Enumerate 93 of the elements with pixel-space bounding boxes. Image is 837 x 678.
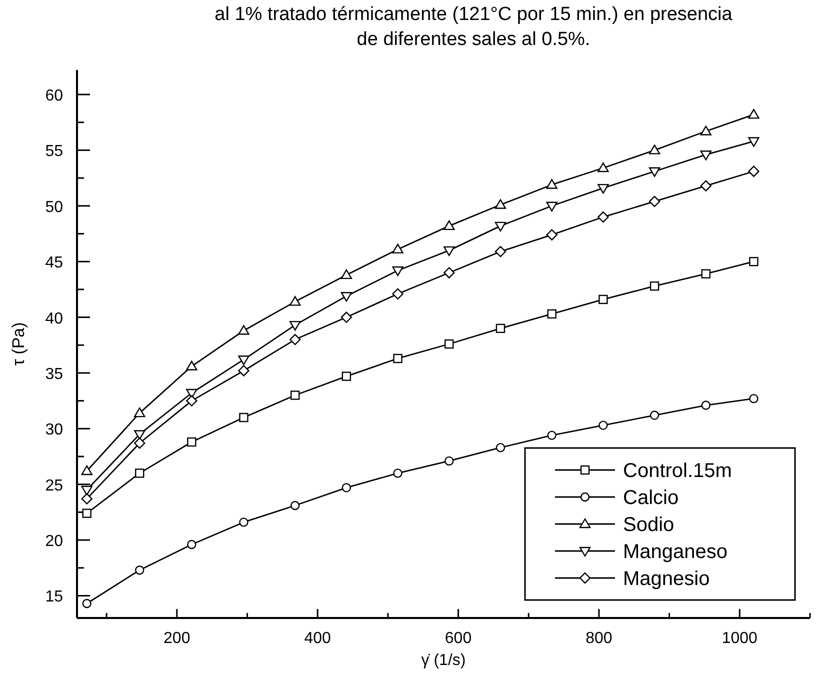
point <box>289 320 301 331</box>
point <box>135 468 144 478</box>
y-tick-label: 50 <box>45 198 64 216</box>
point <box>392 244 404 254</box>
point <box>494 222 506 232</box>
point <box>444 339 454 349</box>
point <box>289 334 301 346</box>
y-tick-label: 30 <box>45 422 64 439</box>
point <box>392 288 404 300</box>
point <box>444 220 455 230</box>
point <box>546 229 558 240</box>
point <box>186 395 198 406</box>
point <box>700 180 712 192</box>
point <box>648 167 660 177</box>
legend-label: Control.15m <box>623 460 732 482</box>
y-tick-label: 20 <box>45 533 64 550</box>
point <box>444 456 454 466</box>
y-tick-label: 40 <box>45 310 64 328</box>
point <box>289 296 301 306</box>
point <box>134 438 146 449</box>
point <box>650 410 660 420</box>
point <box>700 126 712 136</box>
point <box>238 355 250 366</box>
y-tick-label: 45 <box>45 254 64 272</box>
point <box>81 486 92 496</box>
point <box>748 108 760 119</box>
text: de diferentes sales al 0.5%. <box>356 29 590 50</box>
point <box>494 199 506 209</box>
point <box>340 312 352 323</box>
point <box>392 266 404 276</box>
point <box>748 166 760 177</box>
point <box>134 430 146 440</box>
point <box>238 325 250 335</box>
y-tick-label: 25 <box>45 477 64 494</box>
point <box>82 508 92 518</box>
point <box>187 540 196 550</box>
x-tick-label: 1000 <box>722 630 758 647</box>
y-tick-label: 15 <box>45 588 64 606</box>
point <box>290 390 300 400</box>
y-tick-label: 60 <box>45 88 64 105</box>
point <box>496 324 506 334</box>
text: al 1% tratado térmicamente (121°C por 15 min.) en presencia <box>214 4 732 25</box>
point <box>547 430 556 440</box>
y-tick-label: 55 <box>45 143 64 160</box>
point <box>748 137 760 147</box>
point <box>546 202 558 212</box>
point <box>494 246 506 258</box>
point <box>82 598 92 608</box>
point <box>186 360 198 370</box>
point <box>749 256 758 266</box>
point <box>393 354 402 364</box>
point <box>81 493 92 504</box>
point <box>700 150 712 160</box>
point <box>598 294 608 304</box>
point <box>444 246 455 256</box>
point <box>239 412 248 422</box>
point <box>290 500 300 510</box>
legend-label: Sodio <box>623 514 674 536</box>
point <box>187 437 196 447</box>
point <box>701 400 710 410</box>
point <box>598 420 608 430</box>
point <box>134 407 146 418</box>
point <box>342 372 352 381</box>
legend-label: Manganeso <box>623 541 728 563</box>
point <box>598 184 609 194</box>
point <box>393 468 402 478</box>
point <box>648 144 660 154</box>
point <box>496 442 506 452</box>
x-tick-label: 600 <box>444 630 472 647</box>
point <box>135 566 144 575</box>
point <box>648 196 660 208</box>
point <box>650 281 660 291</box>
point <box>598 162 609 172</box>
point <box>701 269 710 278</box>
x-tick-label: 800 <box>586 630 612 647</box>
y-axis-title: τ (Pa) <box>9 322 28 366</box>
point <box>598 211 609 223</box>
point <box>238 365 250 376</box>
legend-label: Magnesio <box>623 568 710 590</box>
legend-label: Calcio <box>623 487 679 509</box>
point <box>444 267 455 278</box>
point <box>546 179 558 189</box>
point <box>81 465 92 476</box>
x-tick-label: 400 <box>304 630 332 647</box>
x-tick-label: 200 <box>164 630 190 647</box>
point <box>342 483 352 492</box>
point <box>547 309 556 319</box>
y-tick-label: 35 <box>45 366 64 383</box>
point <box>749 394 758 404</box>
point <box>239 518 248 527</box>
point <box>340 292 352 302</box>
point <box>340 269 352 280</box>
x-axis-title: γ̇ (1/s) <box>421 652 466 669</box>
